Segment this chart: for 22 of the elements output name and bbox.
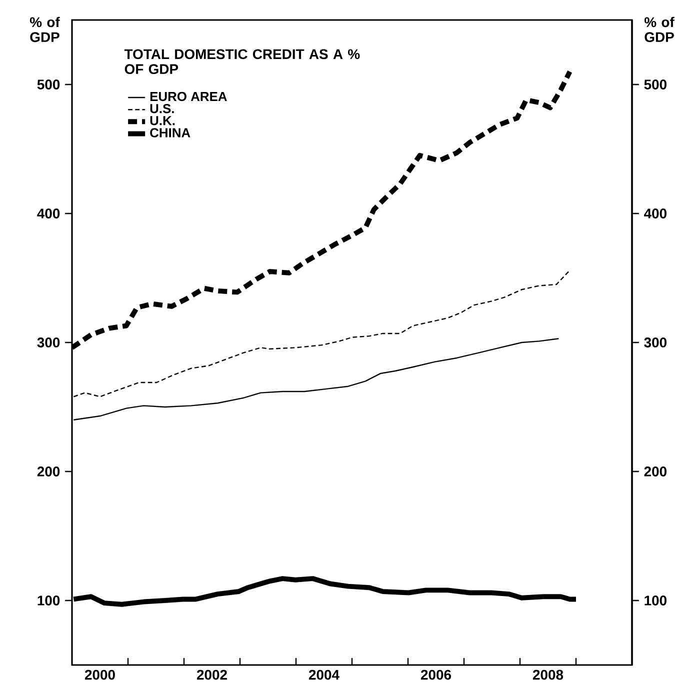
y2-tick-label: 300	[644, 338, 666, 348]
legend-label: CHINA	[150, 128, 190, 138]
x-tick-label: 2002	[196, 670, 227, 680]
legend-label: EURO AREA	[150, 92, 227, 102]
y2-tick-label: 400	[644, 208, 666, 218]
y2-axis-title: % of GDP	[644, 16, 674, 42]
x-tick-label: 2000	[84, 670, 115, 680]
y2-tick-label: 100	[644, 596, 666, 606]
y-tick-label: 300	[37, 338, 60, 348]
y-tick-label: 200	[37, 466, 60, 476]
y-tick-label: 400	[37, 208, 60, 218]
text: TOTAL DOMESTIC CREDIT AS A % OF GDP	[124, 49, 360, 74]
y-axis-title: % of GDP	[30, 16, 60, 42]
x-tick-label: 2004	[308, 670, 340, 680]
x-tick-label: 2006	[420, 670, 452, 680]
y-tick-label: 500	[37, 80, 60, 90]
x-tick-label: 2008	[532, 670, 564, 680]
legend-label: U.K.	[150, 116, 175, 126]
y2-tick-label: 500	[644, 80, 666, 90]
y-tick-label: 100	[38, 596, 60, 606]
y2-tick-label: 200	[644, 466, 666, 476]
legend-label: U.S.	[150, 104, 174, 114]
